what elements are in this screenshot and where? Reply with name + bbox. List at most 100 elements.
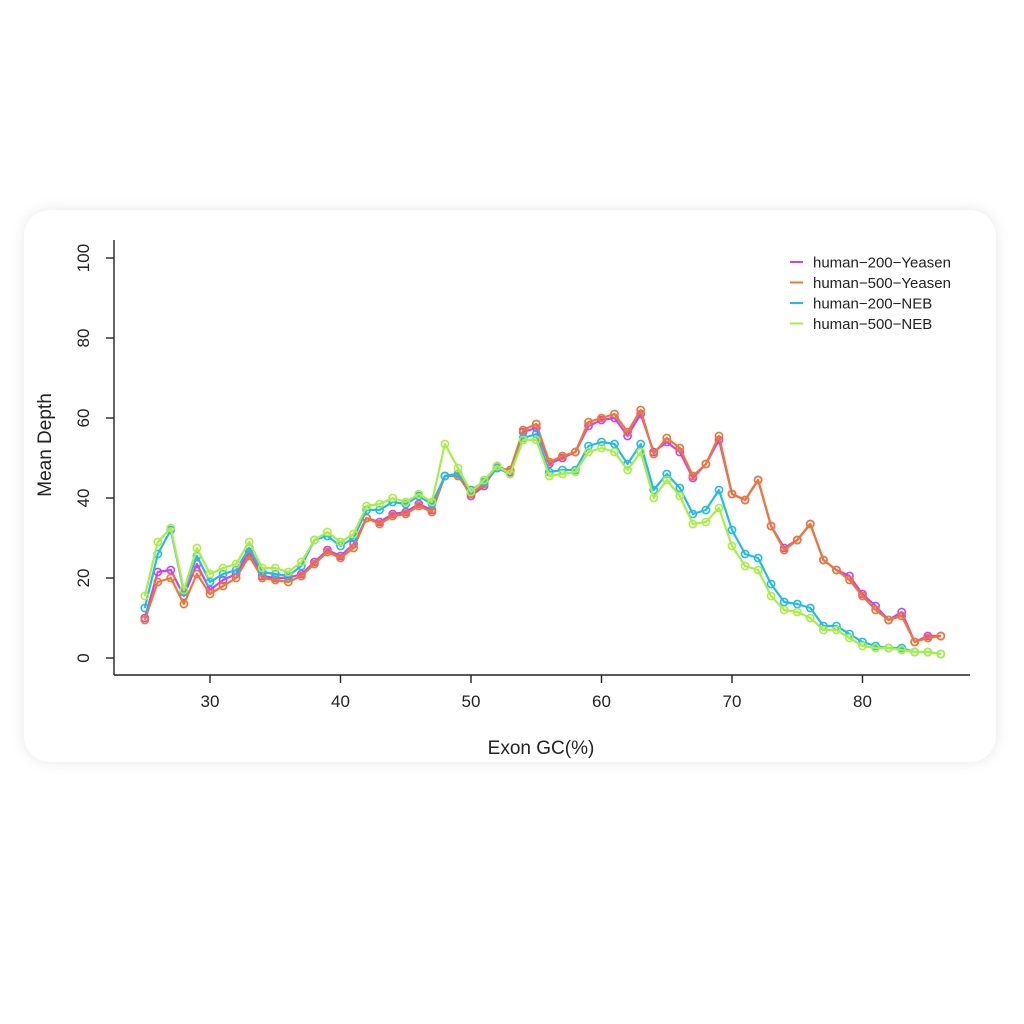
data-point	[401, 509, 411, 519]
data-point	[623, 427, 632, 437]
data-point	[832, 625, 841, 635]
data-point	[779, 545, 789, 555]
data-point	[792, 599, 802, 609]
data-point	[531, 419, 541, 429]
data-point	[179, 599, 189, 609]
data-point	[283, 577, 293, 587]
data-point	[753, 475, 763, 485]
x-tick-label: 40	[331, 692, 350, 711]
data-point	[845, 575, 854, 585]
data-point	[805, 519, 815, 529]
data-point	[388, 511, 398, 521]
data-point	[819, 555, 828, 565]
data-point	[218, 575, 228, 585]
data-point	[871, 643, 880, 653]
data-point	[740, 495, 750, 505]
data-point	[440, 439, 450, 449]
series-4	[140, 435, 946, 659]
data-point	[336, 537, 345, 547]
data-point	[897, 645, 907, 655]
data-point	[140, 603, 150, 613]
y-tick-label: 100	[74, 244, 93, 272]
data-point	[466, 487, 476, 497]
data-point	[218, 569, 228, 579]
data-point	[270, 575, 280, 585]
legend-label: human−200−Yeasen	[813, 255, 951, 272]
data-point	[714, 431, 724, 441]
data-point	[270, 569, 280, 579]
data-point	[414, 501, 424, 511]
data-point	[440, 471, 450, 481]
data-point	[558, 469, 567, 479]
y-tick-label: 80	[74, 329, 93, 348]
data-point	[166, 523, 176, 533]
data-point	[597, 437, 606, 447]
data-point	[936, 649, 946, 659]
data-point	[375, 499, 384, 509]
data-point	[727, 525, 737, 535]
data-point	[205, 569, 215, 579]
chart-card: 30 40 50 60 70 80 0 20 40 60 80 100 human−200−Yease…	[24, 210, 996, 762]
data-point	[309, 535, 319, 545]
data-point	[218, 563, 228, 573]
data-point	[871, 605, 880, 615]
line-chart: 30 40 50 60 70 80 0 20 40 60 80 100 human−200−Yease…	[35, 240, 970, 759]
data-point	[140, 591, 150, 601]
x-tick-label: 60	[592, 692, 611, 711]
series-line	[143, 432, 941, 656]
data-point	[558, 451, 567, 461]
data-point	[897, 611, 907, 621]
x-axis-label: Exon GC(%)	[488, 738, 595, 759]
data-point	[231, 565, 241, 575]
data-point	[427, 497, 437, 507]
data-point	[727, 541, 737, 551]
data-point	[322, 547, 332, 557]
data-point	[662, 475, 672, 485]
data-point	[766, 591, 776, 601]
data-point	[884, 643, 893, 653]
data-point	[819, 625, 828, 635]
data-point	[283, 567, 293, 577]
data-point	[205, 589, 215, 599]
data-point	[296, 557, 306, 567]
data-point	[505, 469, 515, 479]
data-point	[571, 447, 580, 457]
data-point	[701, 459, 711, 469]
data-point	[453, 463, 463, 473]
data-point	[349, 543, 358, 553]
data-point	[584, 417, 593, 427]
data-point	[805, 603, 815, 613]
data-point	[714, 503, 724, 513]
legend-label: human−500−NEB	[813, 316, 932, 333]
data-point	[257, 563, 267, 573]
y-tick-label: 0	[74, 653, 93, 662]
data-point	[231, 573, 241, 583]
data-point	[688, 471, 698, 481]
data-point	[597, 413, 606, 423]
data-point	[910, 647, 920, 657]
data-point	[571, 467, 580, 477]
data-point	[649, 449, 659, 459]
data-point	[296, 571, 306, 581]
y-axis-label: Mean Depth	[35, 393, 56, 497]
data-point	[858, 641, 867, 651]
series-line	[143, 412, 941, 644]
data-point	[610, 409, 619, 419]
data-point	[401, 497, 411, 507]
data-point	[701, 517, 711, 527]
data-point	[375, 505, 384, 515]
legend: human−200−Yeasen human−500−Yeasen human−20…	[790, 255, 951, 333]
series-layer	[140, 405, 946, 659]
data-point	[832, 565, 841, 575]
y-tick-label: 60	[74, 409, 93, 428]
data-point	[349, 529, 358, 539]
series-3	[140, 429, 946, 659]
data-point	[388, 493, 398, 503]
data-point	[805, 613, 815, 623]
data-point	[740, 549, 750, 559]
data-point	[166, 565, 176, 575]
data-point	[309, 559, 319, 569]
data-point	[792, 535, 802, 545]
x-tick-label: 30	[201, 692, 220, 711]
data-point	[218, 581, 228, 591]
